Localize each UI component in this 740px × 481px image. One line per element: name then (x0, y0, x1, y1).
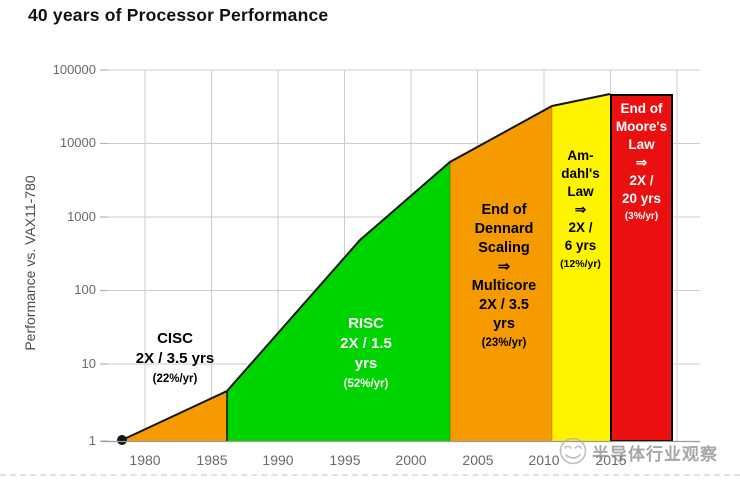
watermark-text: 半导体行业观察 (592, 445, 718, 464)
x-tick-2005: 2005 (462, 452, 494, 468)
era-label-end-of-moore: End of Moore's Law ⇒ 2X / 20 yrs (3%/yr) (611, 100, 672, 226)
page-title: 40 years of Processor Performance (28, 5, 329, 25)
era-boundaries (226, 106, 553, 441)
era-label-dennard-multicore: End of Dennard Scaling ⇒ Multicore 2X / … (454, 201, 554, 353)
era-label-risc: RISC 2X / 1.5 yrs (52%/yr) (340, 315, 392, 390)
performance-curve (121, 93, 611, 441)
x-tick-1980: 1980 (129, 452, 161, 468)
implies-arrow: ⇒ (635, 155, 648, 170)
area-dennard-multicore (450, 106, 552, 441)
y-tick-1000: 1000 (67, 209, 96, 224)
bottom-dashed-divider (0, 474, 740, 476)
y-tick-10000: 10000 (59, 135, 96, 150)
x-tick-2015: 2015 (595, 452, 627, 468)
era-label-amdahl: Am- dahl's Law ⇒ 2X / 6 yrs (12%/yr) (551, 147, 610, 273)
x-tick-1990: 1990 (262, 452, 294, 468)
y-tick-1: 1 (88, 433, 96, 448)
y-axis-title: Performance vs. VAX11-780 (22, 175, 38, 351)
x-tick-2010: 2010 (528, 452, 560, 468)
y-tick-100000: 100000 (52, 62, 96, 77)
y-tick-100: 100 (74, 282, 96, 297)
implies-arrow: ⇒ (574, 202, 587, 217)
x-tick-2000: 2000 (395, 452, 427, 468)
y-tick-10: 10 (81, 356, 96, 371)
smiley-logo-icon (559, 437, 587, 465)
start-data-point (117, 435, 127, 445)
era-label-cisc: CISC 2X / 3.5 yrs (22%/yr) (135, 330, 215, 385)
area-risc (227, 162, 450, 441)
x-tick-1995: 1995 (329, 452, 361, 468)
implies-arrow: ⇒ (497, 259, 511, 275)
x-tick-1985: 1985 (196, 452, 228, 468)
area-amdahl (552, 94, 610, 441)
